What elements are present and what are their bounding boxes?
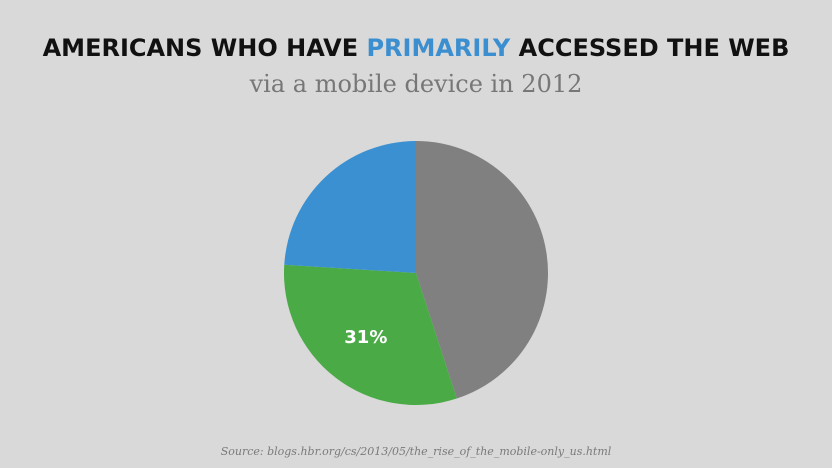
chart-subtitle: via a mobile device in 2012 bbox=[249, 70, 583, 98]
pie-slice-3 bbox=[284, 140, 416, 273]
source-citation: Source: blogs.hbr.org/cs/2013/05/the_ris… bbox=[220, 445, 612, 458]
title-part-1: AMERICANS WHO HAVE bbox=[42, 34, 367, 62]
pie-slice-2 bbox=[284, 264, 457, 405]
chart-title: AMERICANS WHO HAVE PRIMARILY ACCESSED TH… bbox=[0, 34, 832, 62]
title-highlight: PRIMARILY bbox=[366, 34, 511, 62]
pie-slice-1 bbox=[416, 141, 549, 399]
title-part-2: ACCESSED THE WEB bbox=[510, 34, 790, 62]
pie-slice-2-label: 31% bbox=[344, 327, 387, 348]
